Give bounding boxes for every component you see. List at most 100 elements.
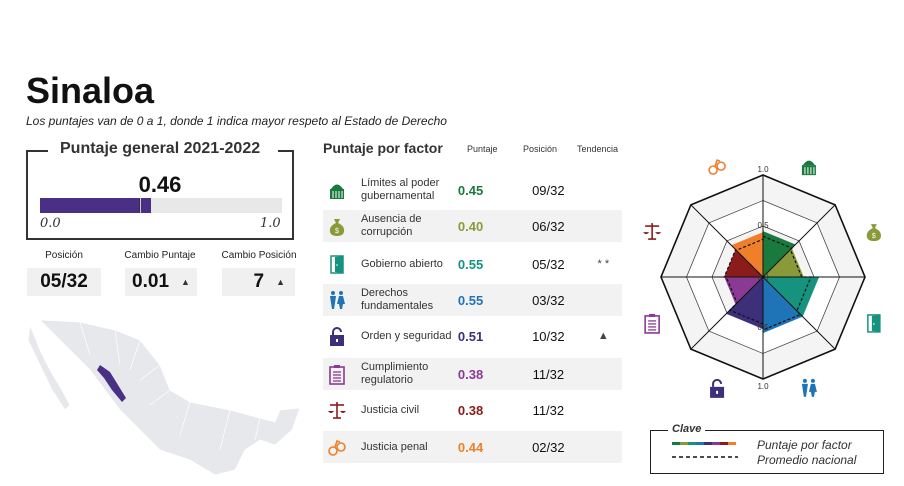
radar-chart: 1.0 0.5 0.0 0.5 1.0 $ <box>643 159 881 398</box>
general-score-bar <box>40 198 282 213</box>
factor-name: Justicia civil <box>360 403 420 416</box>
legend-swatch <box>720 442 728 445</box>
factor-row: Derechos fundamentales 0.55 03/32 <box>323 284 622 316</box>
door-icon <box>323 254 351 275</box>
column-header-position: Posición <box>523 144 558 154</box>
column-header-score: Puntaje <box>467 144 498 154</box>
radar-sector-money-bag <box>763 248 804 277</box>
radar-tick-label: 0.5 <box>757 221 769 230</box>
general-score-fill <box>40 198 152 213</box>
factor-trend: * * <box>597 258 610 270</box>
people-icon <box>323 290 351 311</box>
radar-sector-padlock <box>726 277 763 330</box>
factor-position: 10/32 <box>532 328 565 344</box>
factor-row: Gobierno abierto 0.55 05/32 * * <box>323 248 622 280</box>
padlock-icon <box>323 326 351 347</box>
people-icon <box>801 378 817 397</box>
stat-label-position-change: Cambio Posición <box>221 250 297 261</box>
factor-row: Cumplimiento regulatorio 0.38 11/32 <box>323 358 622 390</box>
factor-row: Justicia penal 0.44 02/32 <box>323 431 622 463</box>
legend-swatch <box>728 442 736 445</box>
factor-score: 0.55 <box>457 256 484 272</box>
factor-row: Justicia civil 0.38 11/32 <box>323 394 622 426</box>
map-country <box>27 319 301 476</box>
stat-score-change: 0.01 ▲ <box>125 268 197 296</box>
radar-axis <box>690 276 764 350</box>
legend-swatch <box>680 442 688 445</box>
factor-position: 11/32 <box>532 402 565 418</box>
factor-score: 0.55 <box>457 292 484 308</box>
radar-tick-label: 1.0 <box>757 165 769 174</box>
factor-position: 06/32 <box>532 218 565 234</box>
radar-sector-scales <box>724 249 763 277</box>
factor-name: Derechos fundamentales <box>360 287 434 312</box>
handcuffs-icon <box>323 437 351 458</box>
radar-tick-label: 0.0 <box>757 273 769 282</box>
factor-name: Orden y seguridad <box>360 329 452 342</box>
door-icon <box>867 314 881 333</box>
radar-tick-label: 0.5 <box>757 323 769 332</box>
radar-sector-door <box>763 277 820 317</box>
factor-row: $ Ausencia de corrupción 0.40 06/32 <box>323 210 622 242</box>
radar-axis <box>762 204 836 278</box>
stat-position: 05/32 <box>27 268 101 296</box>
stat-value: 0.01 <box>132 271 170 292</box>
stat-position-change: 7 ▲ <box>222 268 295 296</box>
clipboard-icon <box>323 364 351 385</box>
factor-score: 0.38 <box>457 366 484 382</box>
legend-series-label: Puntaje por factor <box>757 438 852 452</box>
factor-trend: ▲ <box>597 330 609 342</box>
factor-position: 03/32 <box>532 292 565 308</box>
radar-outline <box>660 174 866 380</box>
legend-box <box>650 430 884 474</box>
stat-value: 05/32 <box>40 271 88 292</box>
factors-title: Puntaje por factor <box>323 140 443 156</box>
column-header-trend: Tendencia <box>577 144 619 154</box>
radar-sector-handcuffs <box>731 232 763 277</box>
general-score-title: Puntaje general 2021-2022 <box>58 140 263 158</box>
money-bag-icon: $ <box>866 224 881 242</box>
legend-swatch <box>712 442 720 445</box>
scales-icon <box>643 223 662 240</box>
up-arrow-icon: ▲ <box>181 277 190 287</box>
box-border <box>26 150 48 152</box>
legend-average-label: Promedio nacional <box>757 453 857 467</box>
legend-swatch <box>704 442 712 445</box>
national-average-marker <box>139 198 142 213</box>
stat-value: 7 <box>253 271 265 292</box>
clipboard-icon <box>644 313 660 334</box>
factor-score: 0.44 <box>457 439 484 455</box>
factor-score: 0.45 <box>457 182 484 198</box>
stat-label-score-change: Cambio Puntaje <box>124 250 196 261</box>
map-region-sinaloa <box>97 365 126 402</box>
capitol-icon <box>801 160 816 176</box>
legend-swatch <box>696 442 704 445</box>
money-bag-icon: $ <box>323 216 351 237</box>
subtitle: Los puntajes van de 0 a 1, donde 1 indic… <box>26 114 447 128</box>
legend-swatches <box>672 442 738 458</box>
mexico-map <box>27 319 301 476</box>
factor-row: Límites al poder gubernamental 0.45 09/3… <box>323 174 622 206</box>
legend-title: Clave <box>668 423 706 435</box>
factor-position: 02/32 <box>532 439 565 455</box>
factor-name: Límites al poder gubernamental <box>360 177 440 202</box>
radar-tick-label: 1.0 <box>757 382 769 391</box>
padlock-icon <box>710 378 725 398</box>
factor-position: 05/32 <box>532 256 565 272</box>
factor-row: Orden y seguridad 0.51 10/32 ▲ <box>323 320 622 352</box>
radar-axis <box>762 276 836 350</box>
page-title: Sinaloa <box>26 70 155 111</box>
axis-max-label: 1.0 <box>260 216 281 231</box>
handcuffs-icon <box>708 159 726 175</box>
general-score-value: 0.46 <box>138 172 182 197</box>
factor-score: 0.38 <box>457 402 484 418</box>
capitol-icon <box>323 180 351 201</box>
radar-sector-clipboard <box>724 277 763 305</box>
svg-text:$: $ <box>335 228 339 235</box>
factor-name: Cumplimiento regulatorio <box>360 361 429 386</box>
factor-name: Justicia penal <box>360 440 428 453</box>
radar-sector-capitol <box>763 231 796 277</box>
radar-sector-people <box>763 277 803 334</box>
legend-swatch <box>688 442 696 445</box>
stat-label-position: Posición <box>45 250 83 261</box>
